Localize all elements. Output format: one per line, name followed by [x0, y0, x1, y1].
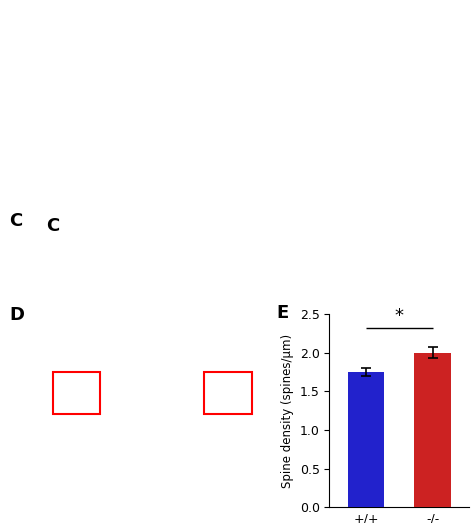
Text: E: E	[276, 304, 289, 322]
Text: CA3: CA3	[36, 121, 61, 134]
Text: *: *	[395, 306, 404, 325]
Text: DG: DG	[145, 154, 164, 167]
Bar	[348, 372, 384, 507]
Text: oblique: oblique	[48, 255, 89, 265]
Text: CA1: CA1	[145, 38, 170, 51]
Text: +/+: +/+	[53, 320, 76, 333]
Y-axis label: Spine density (spines/μm): Spine density (spines/μm)	[281, 334, 294, 487]
Text: basal: basal	[48, 209, 78, 219]
Text: B: B	[244, 14, 257, 32]
Text: oblique: oblique	[378, 97, 422, 110]
Text: A: A	[16, 11, 30, 29]
Text: C: C	[46, 217, 60, 235]
Text: D: D	[9, 306, 25, 324]
Text: basal: basal	[374, 31, 405, 44]
Text: -/-: -/-	[204, 320, 217, 333]
Text: C: C	[9, 212, 23, 230]
Bar	[414, 353, 451, 507]
